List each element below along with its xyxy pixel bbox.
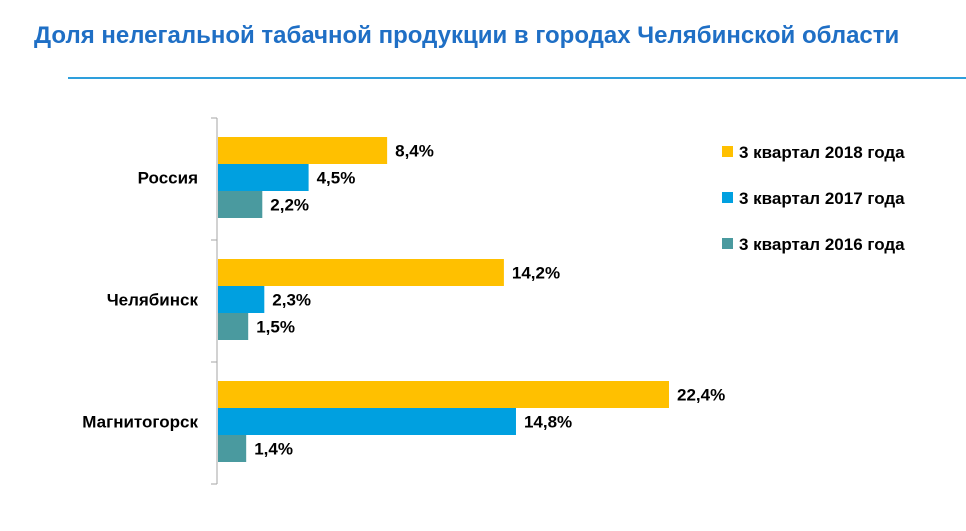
category-label: Челябинск <box>107 291 199 310</box>
data-label: 1,4% <box>254 440 293 459</box>
page-title: Доля нелегальной табачной продукции в го… <box>34 22 900 49</box>
data-label: 8,4% <box>395 142 434 161</box>
bar <box>218 381 669 408</box>
data-label: 4,5% <box>317 169 356 188</box>
bar <box>218 286 265 313</box>
data-label: 14,2% <box>512 264 560 283</box>
legend-swatch <box>722 238 733 249</box>
data-label: 14,8% <box>524 413 572 432</box>
legend-swatch <box>722 192 733 203</box>
bar <box>218 164 309 191</box>
data-label: 2,2% <box>270 196 309 215</box>
bar <box>218 137 388 164</box>
data-label: 1,5% <box>256 318 295 337</box>
category-label: Магнитогорск <box>82 413 198 432</box>
legend-swatch <box>722 146 733 157</box>
bar <box>218 313 249 340</box>
legend-label: 3 квартал 2018 года <box>739 143 905 162</box>
bar <box>218 435 247 462</box>
bar <box>218 259 504 286</box>
data-label: 22,4% <box>677 386 725 405</box>
data-label: 2,3% <box>272 291 311 310</box>
legend-label: 3 квартал 2017 года <box>739 189 905 208</box>
bar <box>218 191 263 218</box>
category-label: Россия <box>138 169 198 188</box>
title-underline <box>68 77 966 79</box>
legend-label: 3 квартал 2016 года <box>739 235 905 254</box>
bar <box>218 408 516 435</box>
